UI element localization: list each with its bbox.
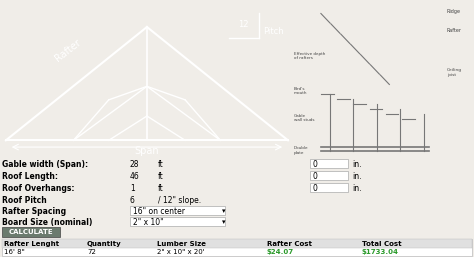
Text: Pitch: Pitch xyxy=(263,27,283,36)
Text: 16' 8": 16' 8" xyxy=(4,249,25,255)
Text: / 12" slope.: / 12" slope. xyxy=(158,196,201,205)
Text: ft: ft xyxy=(158,160,164,169)
Bar xyxy=(130,217,225,226)
Text: Double
plate: Double plate xyxy=(294,146,309,155)
Text: $24.07: $24.07 xyxy=(267,249,294,255)
Text: 46: 46 xyxy=(130,172,140,181)
Text: Bird's
mouth: Bird's mouth xyxy=(294,87,307,95)
Text: ft: ft xyxy=(158,172,164,181)
Text: 12: 12 xyxy=(238,20,248,29)
Text: 0: 0 xyxy=(313,184,318,193)
Text: in.: in. xyxy=(352,184,362,193)
Text: 16" on center: 16" on center xyxy=(133,207,185,216)
Text: Rafter Cost: Rafter Cost xyxy=(267,241,312,246)
Bar xyxy=(310,183,348,192)
Text: in.: in. xyxy=(352,172,362,181)
Text: Ceiling
joist: Ceiling joist xyxy=(447,68,462,77)
Text: Quantity: Quantity xyxy=(87,241,122,246)
Text: 72: 72 xyxy=(87,249,96,255)
Text: 0: 0 xyxy=(313,172,318,181)
Text: Span: Span xyxy=(135,146,159,156)
Text: Gable width (Span):: Gable width (Span): xyxy=(2,160,88,169)
Text: 6: 6 xyxy=(130,196,135,205)
Text: ft: ft xyxy=(158,184,164,193)
Text: Rafter: Rafter xyxy=(447,28,462,33)
Text: CALCULATE: CALCULATE xyxy=(9,229,53,235)
Text: 0: 0 xyxy=(313,160,318,169)
Text: Rafter Lenght: Rafter Lenght xyxy=(4,241,59,246)
Text: 2" x 10": 2" x 10" xyxy=(133,218,164,227)
Bar xyxy=(310,159,348,168)
Bar xyxy=(2,239,472,248)
Text: 1: 1 xyxy=(130,184,135,193)
Text: ▾: ▾ xyxy=(222,219,226,225)
Bar xyxy=(130,206,225,215)
Bar xyxy=(2,227,60,237)
Text: Rafter: Rafter xyxy=(53,38,82,64)
Text: Effective depth
of rafters: Effective depth of rafters xyxy=(294,52,325,60)
Text: Total Cost: Total Cost xyxy=(362,241,401,246)
Text: Lumber Size: Lumber Size xyxy=(157,241,206,246)
Text: in.: in. xyxy=(352,160,362,169)
Text: Roof Pitch: Roof Pitch xyxy=(2,196,47,205)
Text: Gable
wall studs: Gable wall studs xyxy=(294,114,314,122)
Text: Ridge: Ridge xyxy=(447,10,461,14)
Text: $1733.04: $1733.04 xyxy=(362,249,399,255)
Bar xyxy=(310,171,348,180)
Text: Rafter Spacing: Rafter Spacing xyxy=(2,207,66,216)
Text: Board Size (nominal): Board Size (nominal) xyxy=(2,218,92,227)
Text: Roof Length:: Roof Length: xyxy=(2,172,58,181)
Text: 28: 28 xyxy=(130,160,139,169)
Text: 2" x 10" x 20': 2" x 10" x 20' xyxy=(157,249,205,255)
Text: ▾: ▾ xyxy=(222,208,226,214)
Text: Roof Overhangs:: Roof Overhangs: xyxy=(2,184,74,193)
Bar xyxy=(2,239,472,256)
